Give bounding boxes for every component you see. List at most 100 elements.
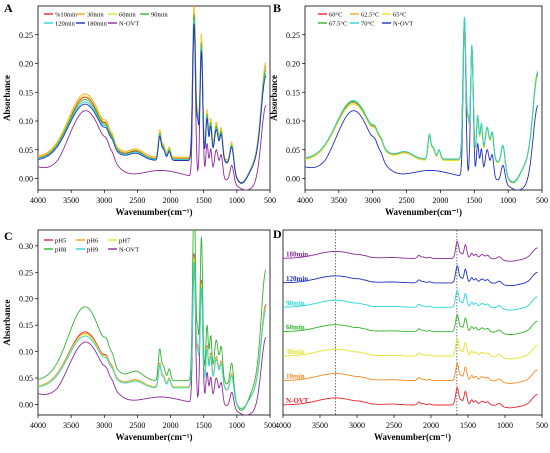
x-tick-label: 1000	[229, 421, 245, 430]
series-line-30min	[38, 6, 267, 183]
x-tick-label: 1000	[497, 421, 513, 430]
series-line-60min	[38, 7, 267, 184]
x-tick-label: 3500	[63, 421, 79, 430]
x-tick-label: 2500	[386, 421, 402, 430]
legend-label: 120min	[55, 21, 76, 28]
x-tick-label: 1500	[466, 196, 482, 205]
y-axis-label: Absorbance	[2, 299, 12, 345]
y-tick-label: 0.25	[19, 268, 33, 277]
series-line-65c	[305, 23, 539, 184]
series-line-675c	[305, 19, 539, 183]
panel-d-chart: D 4000 3500 3000 2500 2000 1500 1000 500 Wavenumb…	[273, 227, 548, 442]
x-tick-label: 2000	[163, 421, 179, 430]
legend-label: N-OVT	[119, 247, 139, 254]
legend-label: %10min	[55, 12, 78, 19]
stack-line-90min	[283, 289, 538, 311]
plot-frame	[282, 229, 543, 416]
x-tick-label: 3000	[96, 421, 112, 430]
x-tick-label: 3000	[349, 421, 365, 430]
series-line-180min	[38, 23, 267, 184]
x-tick-label: 4000	[30, 196, 46, 205]
legend-label: 70°C	[361, 21, 374, 28]
x-axis-label: Wavenumber(cm⁻¹)	[116, 432, 193, 442]
x-tick-label: 2000	[163, 196, 179, 205]
x-tick-label: 500	[264, 421, 276, 430]
y-axis-label: Absorbance	[2, 75, 12, 121]
stack-line-novt	[283, 387, 538, 409]
legend-label: 60°C	[329, 12, 342, 19]
x-tick-label: 3000	[365, 196, 381, 205]
x-tick-label: 1500	[460, 421, 476, 430]
x-tick-label: 500	[536, 421, 548, 430]
x-tick-label: 3500	[331, 196, 347, 205]
series-line-ph8	[38, 230, 267, 411]
y-tick-label: 0.05	[286, 146, 300, 155]
x-tick-label: 1000	[229, 196, 245, 205]
y-tick-label: 0.20	[286, 60, 300, 69]
panel-b-chart: B 4000 3500 3000 2500 2000 1500 1000 500 0.00 0.05…	[269, 1, 548, 217]
legend-label: 60min	[119, 12, 136, 19]
y-tick-label: 0.20	[19, 60, 33, 69]
legend-label: pH6	[87, 238, 99, 245]
legend-label: pH9	[87, 247, 98, 254]
x-tick-label: 4000	[275, 421, 291, 430]
legend-label: 180min	[87, 21, 108, 28]
stack-label: 30min	[286, 348, 305, 356]
x-axis-label: Wavenumber(cm⁻¹)	[385, 207, 462, 217]
legend-label: 90min	[151, 12, 168, 19]
x-tick-label: 2000	[432, 196, 448, 205]
x-tick-label: 3500	[63, 196, 79, 205]
stack-label: 120min	[286, 275, 308, 283]
x-tick-label: 3500	[312, 421, 328, 430]
y-tick-label: 0.20	[19, 295, 33, 304]
plot-frame	[37, 229, 271, 416]
series-line-novt	[38, 261, 267, 415]
x-axis-label: Wavenumber(cm⁻¹)	[116, 207, 193, 217]
x-tick-label: 500	[536, 196, 548, 205]
y-tick-label: 0.25	[19, 31, 33, 40]
x-tick-label: 1500	[196, 421, 212, 430]
y-tick-label: 0.15	[286, 88, 300, 97]
stack-label: 90min	[286, 299, 305, 307]
x-tick-label: 1500	[196, 196, 212, 205]
y-tick-label: 0.15	[19, 321, 33, 330]
x-tick-label: 2500	[399, 196, 415, 205]
legend-label: N-OVT	[119, 21, 139, 28]
stack-line-30min	[283, 338, 538, 360]
stack-label: 60min	[286, 324, 305, 332]
legend-label: 67.5°C	[329, 21, 347, 28]
legend-label: pH7	[119, 238, 131, 245]
x-tick-label: 500	[264, 196, 276, 205]
panel-letter-a: A	[4, 1, 13, 15]
series-line-70c	[305, 16, 539, 184]
y-tick-label: 0.10	[19, 348, 33, 357]
y-tick-label: 0.00	[19, 175, 33, 184]
plot-frame	[304, 5, 543, 191]
y-tick-label: 0.05	[19, 146, 33, 155]
x-tick-label: 4000	[297, 196, 313, 205]
stack-line-10min	[283, 362, 538, 384]
y-tick-label: 0.00	[19, 400, 33, 409]
panel-letter-d: D	[273, 227, 282, 241]
x-tick-label: 2000	[423, 421, 439, 430]
y-tick-label: 0.10	[19, 117, 33, 126]
stack-line-120min	[283, 265, 538, 287]
series-line-ph9	[38, 261, 267, 410]
legend-label: 62.5°C	[361, 12, 379, 19]
stack-label: 10min	[286, 373, 305, 381]
series-line-novt	[305, 22, 539, 190]
y-tick-label: 0.05	[19, 374, 33, 383]
series-line-ph5	[38, 253, 267, 410]
y-tick-label: 0.10	[286, 117, 300, 126]
legend-label: N-OVT	[393, 21, 413, 28]
panel-letter-b: B	[273, 1, 281, 15]
panel-letter-c: C	[4, 229, 13, 243]
y-tick-label: 0.25	[286, 31, 300, 40]
legend-label: 30min	[87, 12, 104, 19]
legend-label: 65°C	[393, 12, 406, 19]
stack-line-60min	[283, 314, 538, 335]
x-axis-label: Wavenumber(cm⁻¹)	[374, 432, 451, 442]
stack-label: 180min	[286, 250, 308, 258]
panel-c-chart: C 4000 3500 3000 2500 2000 1500 1000 500 0.00 0.05…	[2, 229, 276, 442]
